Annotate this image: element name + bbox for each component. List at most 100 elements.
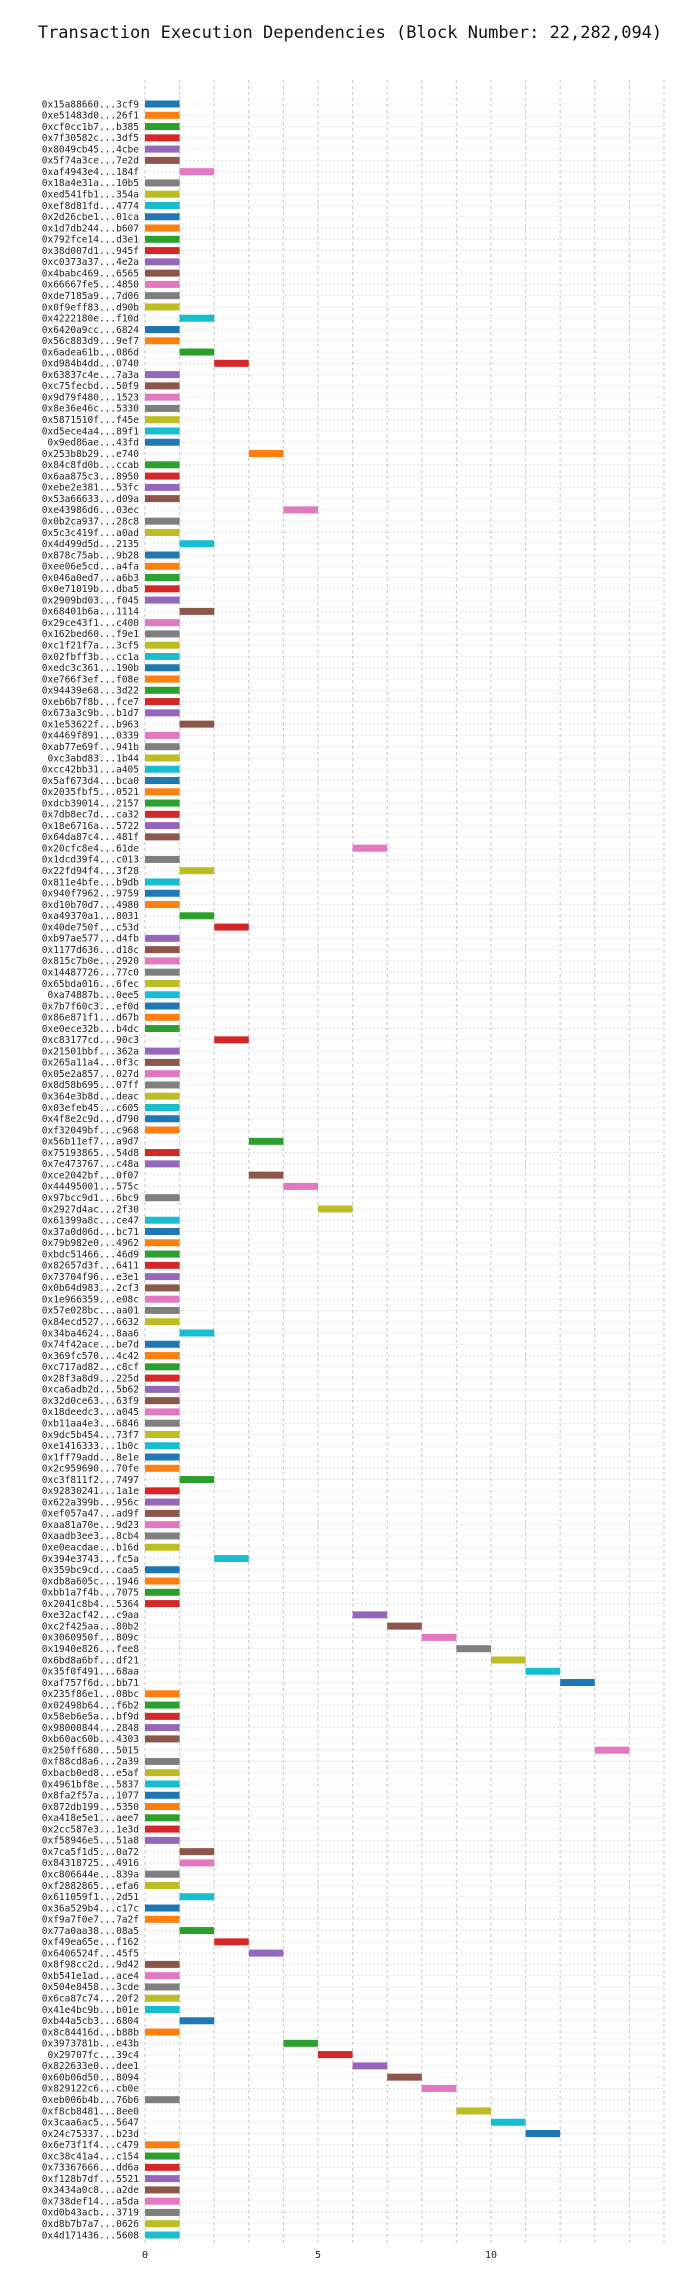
bar <box>145 1566 180 1574</box>
bar <box>179 1859 215 1867</box>
bar <box>318 1205 353 1213</box>
bar <box>145 404 180 412</box>
y-tick-label: 0x74f42ace...be7d <box>42 1340 139 1351</box>
bar <box>179 607 215 615</box>
y-tick-label: 0xf9a7f0e7...7a2f <box>42 1915 139 1926</box>
bar <box>145 788 180 796</box>
y-tick-label: 0x4babc469...6565 <box>42 268 139 279</box>
y-tick-label: 0x250ff680...5015 <box>42 1745 139 1756</box>
bar <box>145 1487 180 1495</box>
bar <box>145 979 180 987</box>
y-tick-label: 0xdb8a605c...1946 <box>42 1576 140 1587</box>
bar <box>145 822 180 830</box>
bar <box>145 1994 180 2002</box>
y-tick-label: 0xaf757f6d...bb71 <box>42 1678 140 1689</box>
bar <box>525 2130 561 2138</box>
y-tick-label: 0x36a529b4...c17c <box>42 1903 139 1914</box>
y-tick-label: 0x162bed60...f9e1 <box>42 629 140 640</box>
y-tick-label: 0x6adea61b...086d <box>42 347 139 358</box>
y-tick-label: 0x611059f1...2d51 <box>42 1892 140 1903</box>
y-tick-label: 0xe51483d0...26f1 <box>42 111 140 122</box>
bar <box>145 1385 180 1393</box>
bar <box>145 1701 180 1709</box>
y-tick-label: 0xd5ece4a4...89f1 <box>42 426 140 437</box>
bar <box>145 382 180 390</box>
y-tick-label: 0xc806644e...839a <box>42 1869 139 1880</box>
y-tick-label: 0xaa81a70e...9d23 <box>42 1520 139 1531</box>
y-tick-label: 0x92830241...1a1e <box>42 1486 140 1497</box>
y-tick-label: 0xc2f425aa...80b2 <box>42 1621 139 1632</box>
y-tick-label: 0xf2882865...efa6 <box>42 1881 140 1892</box>
y-tick-label: 0x673a3c9b...b1d7 <box>42 708 139 719</box>
bar <box>145 675 180 683</box>
bar <box>145 2231 180 2239</box>
y-tick-label: 0xbdc51466...46d9 <box>42 1249 140 1260</box>
bar <box>145 1250 180 1258</box>
y-tick-label: 0x2cc587e3...1e3d <box>42 1824 139 1835</box>
y-tick-label: 0x82657d3f...6411 <box>42 1261 140 1272</box>
bar <box>145 1070 180 1078</box>
bar <box>145 855 180 863</box>
bar <box>491 2118 526 2126</box>
y-tick-label: 0x4469f891...0339 <box>42 731 140 742</box>
y-tick-label: 0x1dcd39f4...c013 <box>42 855 139 866</box>
bar <box>145 754 180 762</box>
y-tick-label: 0x8049cb45...4cbe <box>42 144 140 155</box>
bar <box>456 2107 491 2115</box>
bar <box>145 1419 180 1427</box>
y-tick-label: 0x29707fc...39c4 <box>47 2050 139 2061</box>
bar <box>145 1577 180 1585</box>
bar <box>145 1464 180 1472</box>
y-tick-label: 0xee06e5cd...a4fa <box>42 562 139 573</box>
bar <box>283 506 318 514</box>
bar <box>145 1690 180 1698</box>
bar <box>145 269 180 277</box>
y-tick-label: 0xa49370a1...8031 <box>42 911 140 922</box>
y-tick-label: 0x34ba4624...8aa6 <box>42 1328 140 1339</box>
bar <box>318 2051 353 2059</box>
bar <box>145 280 180 288</box>
bar <box>145 946 180 954</box>
bar <box>352 1611 388 1619</box>
bar <box>214 1938 249 1946</box>
y-tick-label: 0x79b982e0...4962 <box>42 1238 139 1249</box>
y-tick-label: 0xb541e1ad...ace4 <box>42 1971 140 1982</box>
y-tick-label: 0x2c959690...70fe <box>42 1464 140 1475</box>
bar <box>145 1081 180 1089</box>
y-tick-label: 0x3060950f...809c <box>42 1633 139 1644</box>
y-tick-label: 0x61399a8c...ce47 <box>42 1216 139 1227</box>
bar <box>145 100 180 108</box>
y-tick-label: 0x4961bf8e...5837 <box>42 1779 139 1790</box>
bar <box>214 359 249 367</box>
y-tick-label: 0x29ce43f1...c400 <box>42 618 140 629</box>
y-tick-label: 0x0e71019b...dba5 <box>42 584 139 595</box>
bar <box>145 1757 180 1765</box>
y-tick-label: 0x6bd8a6bf...df21 <box>42 1655 140 1666</box>
bar <box>145 1273 180 1281</box>
y-tick-label: 0x6420a9cc...6824 <box>42 325 140 336</box>
y-tick-label: 0x35f0f491...68aa <box>42 1667 139 1678</box>
y-tick-label: 0xedc3c361...190b <box>42 663 140 674</box>
y-tick-label: 0xd8b7b7a7...0626 <box>42 2219 140 2230</box>
bar <box>145 326 180 334</box>
bar <box>145 1318 180 1326</box>
bar <box>145 1724 180 1732</box>
bar <box>248 450 284 458</box>
y-tick-label: 0xa418e5e1...aee7 <box>42 1813 139 1824</box>
y-tick-label: 0xc75fecbd...50f9 <box>42 381 140 392</box>
bar <box>145 1442 180 1450</box>
bar <box>145 1160 180 1168</box>
bar <box>145 833 180 841</box>
x-tick-label: 0 <box>142 2250 148 2261</box>
y-tick-label: 0x24c75337...b23d <box>42 2129 139 2140</box>
y-tick-label: 0x56b11ef7...a9d7 <box>42 1137 139 1148</box>
bar <box>145 901 180 909</box>
vertical-gridlines <box>144 80 665 2245</box>
bar <box>560 1679 595 1687</box>
bar <box>145 1960 180 1968</box>
y-tick-label: 0xb11aa4e3...6846 <box>42 1418 140 1429</box>
y-tick-label: 0x65bda016...6fec <box>42 979 139 990</box>
y-tick-label: 0x1d7db244...b607 <box>42 223 139 234</box>
bar <box>214 923 249 931</box>
y-tick-label: 0x940f7962...9759 <box>42 889 140 900</box>
